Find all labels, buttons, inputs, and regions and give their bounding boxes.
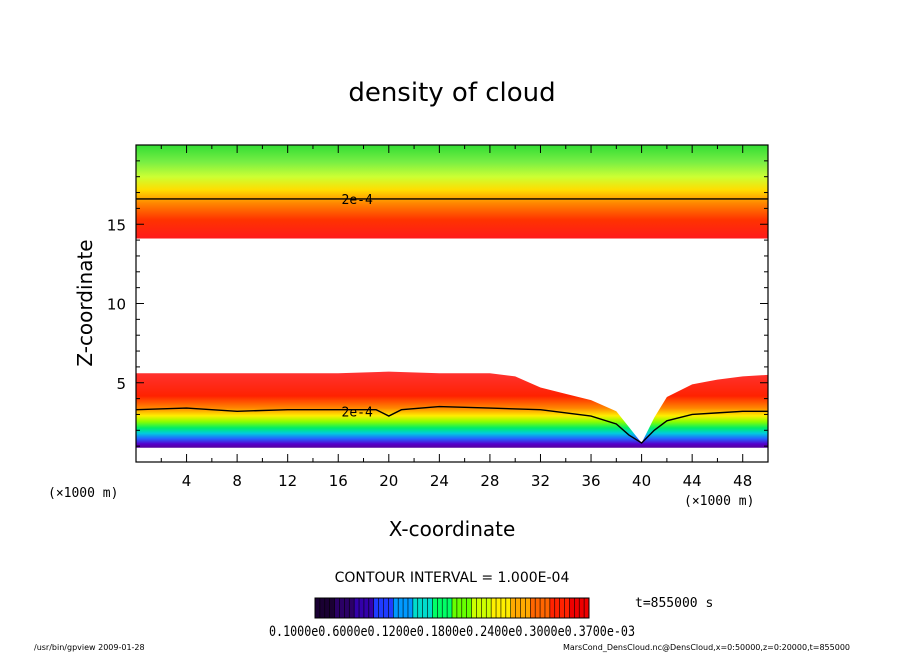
colorbar-cell — [398, 598, 404, 618]
colorbar-cell — [584, 598, 590, 618]
colorbar-cell — [554, 598, 561, 618]
colorbar-cell — [354, 598, 360, 618]
y-tick-label-15: 15 — [107, 216, 126, 234]
colorbar-cell — [476, 598, 482, 618]
contour-label-2: 2e-4 — [342, 405, 373, 420]
colorbar-cell — [363, 598, 370, 618]
colorbar-cell — [481, 598, 487, 618]
colorbar-cell — [496, 598, 502, 618]
colorbar-cell — [564, 598, 570, 618]
colorbar-cell — [344, 598, 350, 618]
colorbar-cell — [373, 598, 380, 618]
x-tick-label-48: 48 — [733, 472, 752, 490]
colorbar-cell — [393, 598, 399, 618]
time-label: t=855000 s — [635, 596, 713, 611]
colorbar-labels: 0.1000e0.6000e0.1200e0.1800e0.2400e0.300… — [269, 624, 635, 640]
colorbar-cell — [535, 598, 541, 618]
colorbar-cell — [452, 598, 458, 618]
x-axis-label: X-coordinate — [389, 517, 516, 541]
colorbar-cell — [329, 598, 336, 618]
colorbar-cell — [530, 598, 536, 618]
colorbar-cell — [339, 598, 345, 618]
x-tick-label-44: 44 — [683, 472, 702, 490]
colorbar-cell — [510, 598, 517, 618]
x-tick-label-40: 40 — [632, 472, 651, 490]
colorbar-cell — [412, 598, 419, 618]
colorbar-cell — [315, 598, 321, 618]
x-tick-label-20: 20 — [379, 472, 398, 490]
colorbar-cell — [334, 598, 340, 618]
colorbar-cell — [579, 598, 585, 618]
y-tick-label-5: 5 — [116, 375, 126, 393]
lower-cloud-layer — [136, 371, 768, 448]
colorbar-cell — [437, 598, 443, 618]
colorbar-cell — [466, 598, 473, 618]
colorbar-cell — [471, 598, 477, 618]
upper-cloud-layer — [136, 145, 768, 239]
colorbar-cell — [486, 598, 492, 618]
colorbar-cell — [500, 598, 507, 618]
colorbar-cell — [324, 598, 331, 618]
colorbar-cell — [525, 598, 531, 618]
colorbar-cell — [359, 598, 365, 618]
colorbar-cell — [520, 598, 526, 618]
contour-label-1: 2e-4 — [342, 193, 373, 208]
colorbar-cell — [378, 598, 384, 618]
lower-contour-line — [136, 405, 768, 444]
x-tick-label-24: 24 — [430, 472, 449, 490]
colorbar-cell — [540, 598, 546, 618]
x-tick-label-4: 4 — [182, 472, 192, 490]
colorbar-cell — [349, 598, 355, 618]
x-tick-label-16: 16 — [329, 472, 348, 490]
colorbar-cell — [447, 598, 453, 618]
density-field: 2e-4 2e-4 — [136, 145, 768, 448]
footer-right: MarsCond_DensCloud.nc@DensCloud,x=0:5000… — [563, 643, 850, 652]
colorbar-cell — [505, 598, 512, 618]
colorbar-cell — [417, 598, 424, 618]
x-unit-right: (×1000 m) — [684, 494, 754, 509]
colorbar-cell — [442, 598, 448, 618]
x-tick-label-8: 8 — [232, 472, 242, 490]
x-tick-label-12: 12 — [278, 472, 297, 490]
colorbar — [314, 597, 590, 619]
y-tick-label-10: 10 — [107, 296, 126, 314]
x-tick-label-28: 28 — [480, 472, 499, 490]
x-unit-left: (×1000 m) — [48, 486, 118, 501]
colorbar-cell — [427, 598, 433, 618]
colorbar-cell — [368, 598, 375, 618]
colorbar-cell — [388, 598, 394, 618]
colorbar-cell — [422, 598, 429, 618]
colorbar-cell — [569, 598, 575, 618]
colorbar-cell — [559, 598, 566, 618]
y-axis-label: Z-coordinate — [73, 239, 97, 366]
colorbar-cell — [407, 598, 414, 618]
colorbar-cell — [549, 598, 556, 618]
colorbar-cell — [319, 598, 326, 618]
footer-left: /usr/bin/gpview 2009-01-28 — [34, 643, 145, 652]
colorbar-cell — [461, 598, 468, 618]
colorbar-cell — [432, 598, 438, 618]
colorbar-cell — [383, 598, 389, 618]
chart-title: density of cloud — [348, 78, 555, 108]
colorbar-cell — [456, 598, 463, 618]
colorbar-cell — [515, 598, 521, 618]
colorbar-cell — [574, 598, 580, 618]
x-tick-label-32: 32 — [531, 472, 550, 490]
x-tick-label-36: 36 — [581, 472, 600, 490]
contour-interval-label: CONTOUR INTERVAL = 1.000E-04 — [335, 570, 570, 586]
colorbar-cell — [403, 598, 409, 618]
colorbar-cell — [544, 598, 551, 618]
colorbar-cell — [491, 598, 497, 618]
